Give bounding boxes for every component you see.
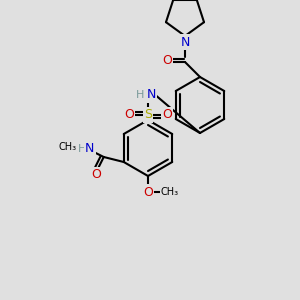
Text: CH₃: CH₃ — [161, 187, 179, 197]
Text: CH₃: CH₃ — [59, 142, 77, 152]
Text: N: N — [180, 35, 190, 49]
Text: O: O — [91, 169, 101, 182]
Text: O: O — [143, 185, 153, 199]
Text: N: N — [146, 88, 156, 101]
Text: O: O — [162, 53, 172, 67]
Text: N: N — [85, 142, 94, 155]
Text: H: H — [78, 144, 86, 154]
Text: S: S — [144, 109, 152, 122]
Text: O: O — [162, 109, 172, 122]
Text: O: O — [124, 109, 134, 122]
Text: H: H — [136, 90, 144, 100]
